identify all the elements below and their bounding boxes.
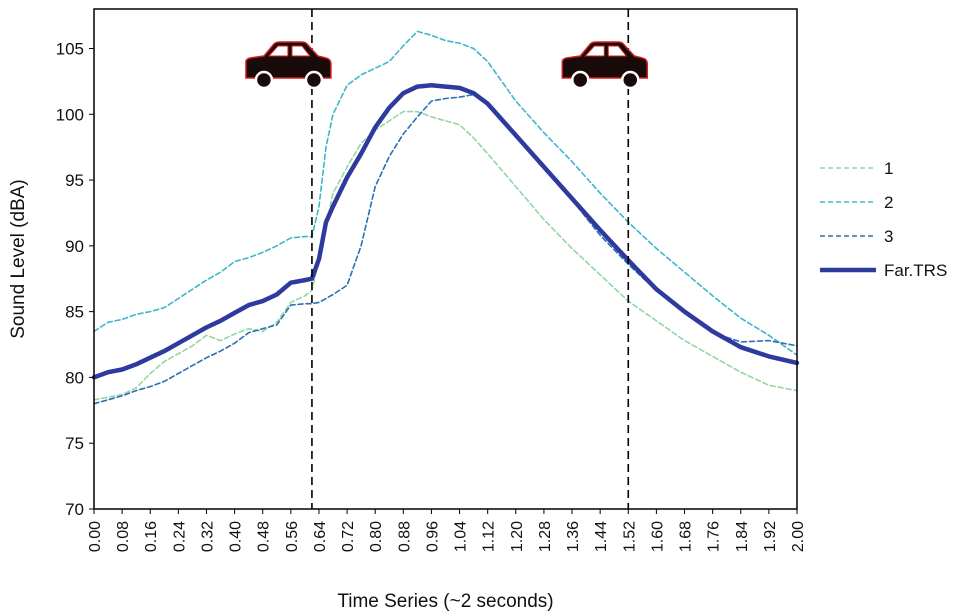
x-tick-label: 2.00: [790, 521, 807, 552]
x-tick-label: 0.48: [256, 521, 273, 552]
car-icons: [245, 41, 649, 90]
x-tick-label: 0.00: [87, 521, 104, 552]
x-tick-label: 0.40: [228, 521, 245, 552]
y-axis-title: Sound Level (dBA): [8, 179, 29, 339]
x-tick-label: 1.52: [621, 521, 638, 552]
legend-item: 1: [820, 159, 893, 178]
x-tick-label: 1.44: [593, 521, 610, 552]
x-tick-label: 0.16: [143, 521, 160, 552]
y-tick-label: 95: [65, 171, 84, 190]
y-tick-label: 70: [65, 500, 84, 519]
x-tick-label: 0.72: [340, 521, 357, 552]
plot-lines: [91, 30, 800, 405]
x-tick-label: 1.04: [453, 521, 470, 552]
legend: 1 2 3 Far.TRS: [820, 159, 947, 280]
x-axis-ticks: 0.00 0.08 0.16 0.24 0.32 0.40 0.48 0.56 0.64 0.72…: [87, 509, 807, 552]
series-line-3: [93, 93, 798, 405]
x-tick-label: 1.84: [734, 521, 751, 552]
x-tick-label: 1.68: [678, 521, 695, 552]
x-tick-label: 1.60: [649, 521, 666, 552]
legend-item: 2: [820, 193, 893, 212]
legend-label: Far.TRS: [884, 261, 947, 280]
x-tick-label: 0.80: [368, 521, 385, 552]
y-tick-label: 90: [65, 237, 84, 256]
y-tick-label: 75: [65, 434, 84, 453]
series-line-1: [93, 110, 798, 401]
series-line-2: [93, 30, 798, 356]
series-line-Far.TRS: [91, 83, 800, 380]
vertical-lines: [311, 9, 630, 509]
car-icon: [561, 41, 649, 90]
y-tick-label: 100: [56, 105, 84, 124]
legend-label: 2: [884, 193, 893, 212]
y-tick-label: 85: [65, 303, 84, 322]
car-icon: [245, 41, 332, 90]
x-tick-label: 0.96: [424, 521, 441, 552]
legend-item: 3: [820, 227, 893, 246]
x-axis-title: Time Series (~2 seconds): [337, 591, 553, 612]
x-tick-label: 1.36: [565, 521, 582, 552]
y-tick-label: 80: [65, 368, 84, 387]
x-tick-label: 0.56: [284, 521, 301, 552]
x-tick-label: 0.88: [396, 521, 413, 552]
x-tick-label: 0.24: [171, 521, 188, 552]
y-tick-label: 105: [56, 39, 84, 58]
plot-frame: [93, 8, 798, 510]
x-tick-label: 1.92: [762, 521, 779, 552]
x-tick-label: 1.28: [537, 521, 554, 552]
x-tick-label: 1.20: [509, 521, 526, 552]
x-tick-label: 0.08: [115, 521, 132, 552]
x-tick-label: 0.64: [312, 521, 329, 552]
x-tick-label: 1.76: [706, 521, 723, 552]
legend-item: Far.TRS: [820, 261, 947, 280]
legend-label: 1: [884, 159, 893, 178]
legend-label: 3: [884, 227, 893, 246]
x-tick-label: 1.12: [481, 521, 498, 552]
y-axis-ticks: 70 75 80 85 90 95 100 105: [56, 39, 94, 519]
x-tick-label: 0.32: [199, 521, 216, 552]
